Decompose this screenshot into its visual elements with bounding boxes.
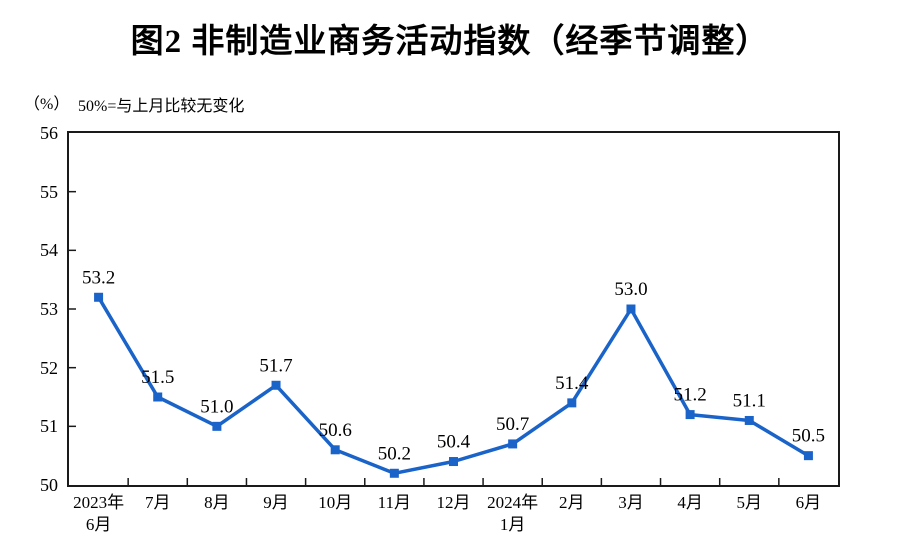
x-axis-tick-label: 8月 (204, 493, 230, 512)
data-point-marker (153, 392, 163, 402)
data-point-marker (744, 415, 754, 425)
y-axis-tick-label: 51 (40, 416, 58, 437)
y-axis-unit-label: （%） (24, 96, 70, 113)
data-point-label: 51.1 (733, 390, 766, 411)
data-point-label: 50.6 (319, 420, 352, 441)
data-point-label: 50.4 (437, 432, 471, 453)
x-axis-tick-label: 12月 (436, 493, 471, 512)
x-axis-tick-label: 2024年 1月 (487, 493, 539, 534)
data-point-label: 51.7 (259, 355, 292, 376)
x-axis-tick-label: 10月 (318, 493, 353, 512)
data-point-label: 53.2 (82, 267, 115, 288)
baseline-note: 50%=与上月比较无变化 (78, 98, 245, 115)
data-point-marker (685, 410, 695, 420)
data-point-label: 51.2 (673, 385, 706, 406)
data-point-label: 53.0 (614, 279, 647, 300)
x-axis-tick-label: 3月 (618, 493, 644, 512)
y-axis-tick-label: 53 (40, 299, 58, 319)
y-axis-tick-label: 55 (40, 181, 58, 202)
data-point-marker (567, 398, 577, 408)
data-point-label: 51.0 (200, 396, 233, 417)
data-point-marker (330, 445, 340, 455)
x-axis-tick-label: 5月 (736, 493, 763, 512)
y-axis-tick-label: 56 (40, 123, 58, 143)
data-point-marker (271, 380, 281, 390)
x-axis-tick-label: 4月 (677, 493, 703, 512)
x-axis-tick-label: 2023年 6月 (73, 493, 125, 534)
y-axis-tick-label: 52 (40, 357, 58, 378)
line-chart-svg: 53.2 51.5 51.0 51.7 50.6 50.2 50.4 50.7 51.4 53.0… (69, 190, 825, 485)
data-point-marker (508, 439, 518, 449)
x-axis-tick-label: 11月 (377, 493, 412, 512)
data-point-label: 51.4 (555, 373, 589, 394)
data-point-marker (389, 468, 399, 478)
x-axis-tick-label: 2月 (559, 493, 585, 512)
x-axis-tick-label: 6月 (795, 493, 822, 512)
data-point-marker (94, 292, 104, 302)
data-point-label: 51.5 (141, 367, 174, 388)
x-axis-tick-label: 7月 (144, 493, 171, 512)
data-point-marker (803, 451, 813, 461)
data-point-marker (449, 457, 458, 467)
y-axis-tick-label: 54 (40, 240, 58, 261)
data-point-marker (626, 304, 636, 314)
data-point-marker (212, 421, 222, 431)
data-point-label: 50.2 (378, 443, 411, 464)
plot-area: 53.2 51.5 51.0 51.7 50.6 50.2 50.4 50.7 51.4 53.0… (67, 131, 840, 487)
data-point-label: 50.5 (792, 426, 825, 447)
y-axis-tick-label: 50 (40, 475, 58, 495)
data-point-label: 50.7 (496, 414, 529, 435)
x-axis-tick-label: 9月 (263, 493, 289, 512)
chart-title: 图2 非制造业商务活动指数（经季节调整） (130, 24, 770, 60)
